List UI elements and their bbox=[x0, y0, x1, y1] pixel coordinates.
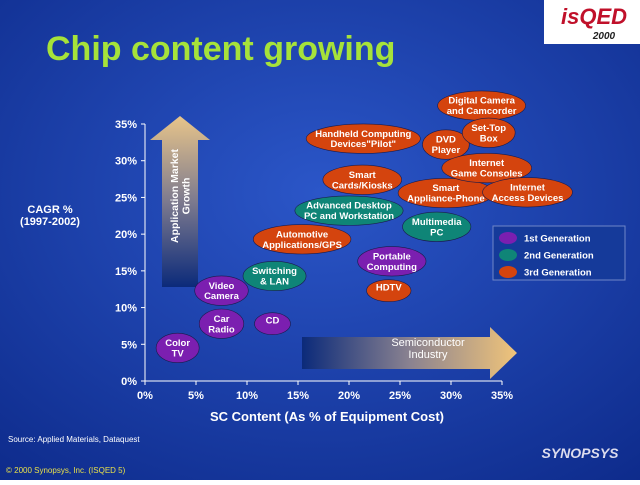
bubble-shape bbox=[194, 275, 249, 306]
bubble-label: Smart Cards/Kiosks bbox=[332, 170, 393, 191]
bubble-label: Digital Camera and Camcorder bbox=[447, 96, 517, 117]
bubble: HDTV bbox=[366, 279, 412, 302]
x-arrow bbox=[302, 327, 517, 379]
x-arrow-label: Semiconductor Industry bbox=[391, 337, 465, 361]
brand: SYNOPSYS bbox=[541, 445, 619, 461]
bubble: Internet Access Devices bbox=[482, 177, 573, 208]
y-tick-label: 20% bbox=[115, 229, 137, 241]
bubble-shape bbox=[482, 177, 573, 208]
y-tick-label: 25% bbox=[115, 192, 137, 204]
bubble-label: HDTV bbox=[376, 283, 403, 294]
y-tick-label: 35% bbox=[115, 119, 137, 131]
y-arrow bbox=[150, 116, 210, 287]
y-tick-label: 0% bbox=[121, 376, 137, 388]
bubble-shape bbox=[357, 246, 427, 277]
bubble: Color TV bbox=[155, 332, 200, 363]
bubble-shape bbox=[155, 332, 200, 363]
y-tick-label: 10% bbox=[115, 303, 137, 315]
bubble: Portable Computing bbox=[357, 246, 427, 277]
legend-swatch bbox=[499, 232, 517, 244]
bubble-shape bbox=[462, 117, 516, 148]
bubble-label: Multimedia PC bbox=[412, 217, 462, 238]
x-tick-label: 0% bbox=[137, 390, 153, 402]
bubble-label: DVD Player bbox=[432, 135, 461, 156]
bubble-label: Switching & LAN bbox=[252, 266, 297, 287]
bubble: Handheld Computing Devices"Pilot" bbox=[305, 123, 421, 154]
legend-label: 1st Generation bbox=[524, 234, 591, 245]
bubble: Switching & LAN bbox=[242, 260, 307, 292]
legend-label: 3rd Generation bbox=[524, 268, 592, 279]
bubble-shape bbox=[422, 129, 470, 160]
bubble-label: Automotive Applications/GPS bbox=[262, 229, 342, 250]
bubble: Digital Camera and Camcorder bbox=[437, 90, 526, 121]
bubble-shape bbox=[294, 195, 404, 226]
bubble: Multimedia PC bbox=[402, 211, 472, 242]
bubble: Smart Cards/Kiosks bbox=[322, 164, 402, 195]
legend-label: 2nd Generation bbox=[524, 251, 594, 262]
x-tick-label: 20% bbox=[338, 390, 360, 402]
bubble-label: Smart Appliance-Phone bbox=[407, 183, 485, 204]
source: Source: Applied Materials, Dataquest bbox=[8, 435, 140, 444]
x-tick-label: 35% bbox=[491, 390, 513, 402]
bubble-label: Handheld Computing Devices"Pilot" bbox=[315, 129, 411, 150]
bubble: DVD Player bbox=[422, 129, 470, 160]
bubble-label: Portable Computing bbox=[367, 251, 417, 272]
bubble-shape bbox=[242, 260, 307, 292]
bubble-shape bbox=[252, 224, 352, 255]
bubble-shape bbox=[198, 308, 245, 339]
bubble: Car Radio bbox=[198, 308, 245, 339]
bubble-label: CD bbox=[266, 316, 280, 327]
x-tick-label: 5% bbox=[188, 390, 204, 402]
bubble-label: Advanced Desktop PC and Workstation bbox=[304, 201, 394, 222]
title: Chip content growing bbox=[46, 30, 395, 68]
bubble: Automotive Applications/GPS bbox=[252, 224, 352, 255]
y-arrow-label: Application MarketGrowth bbox=[169, 149, 193, 243]
bubble: Internet Game Consoles bbox=[441, 153, 532, 184]
x-axis-label: SC Content (As % of Equipment Cost) bbox=[210, 409, 444, 424]
logo-year: 2000 bbox=[592, 31, 616, 42]
bubble-label: Internet Game Consoles bbox=[451, 158, 523, 179]
bubble-label: Car Radio bbox=[208, 314, 235, 335]
bubble: Advanced Desktop PC and Workstation bbox=[294, 195, 404, 226]
bubble-label: Internet Access Devices bbox=[492, 182, 564, 203]
x-tick-label: 25% bbox=[389, 390, 411, 402]
y-axis-label: CAGR % (1997-2002) bbox=[20, 204, 80, 228]
bubble-label: Color TV bbox=[165, 338, 190, 359]
x-tick-label: 15% bbox=[287, 390, 309, 402]
legend-swatch bbox=[499, 249, 517, 261]
bubble-shape bbox=[322, 164, 402, 195]
bubble: CD bbox=[254, 312, 291, 336]
logo-name: isQED bbox=[561, 4, 627, 29]
copyright: © 2000 Synopsys, Inc. (ISQED 5) bbox=[6, 466, 126, 475]
bubble-shape bbox=[305, 123, 421, 154]
bubble: Video Camera bbox=[194, 275, 249, 306]
x-tick-label: 30% bbox=[440, 390, 462, 402]
bubble-shape bbox=[402, 211, 472, 242]
bubble-shape bbox=[254, 312, 291, 336]
bubble-shape bbox=[366, 279, 412, 302]
bubble-label: Video Camera bbox=[204, 281, 240, 302]
bubble: Set-Top Box bbox=[462, 117, 516, 148]
bubble-label: Set-Top Box bbox=[471, 123, 506, 144]
y-tick-label: 30% bbox=[115, 156, 137, 168]
y-tick-label: 15% bbox=[115, 266, 137, 278]
x-tick-label: 10% bbox=[236, 390, 258, 402]
y-tick-label: 5% bbox=[121, 339, 137, 351]
bubble-shape bbox=[441, 153, 532, 184]
legend-swatch bbox=[499, 266, 517, 278]
logo-box bbox=[544, 0, 640, 44]
